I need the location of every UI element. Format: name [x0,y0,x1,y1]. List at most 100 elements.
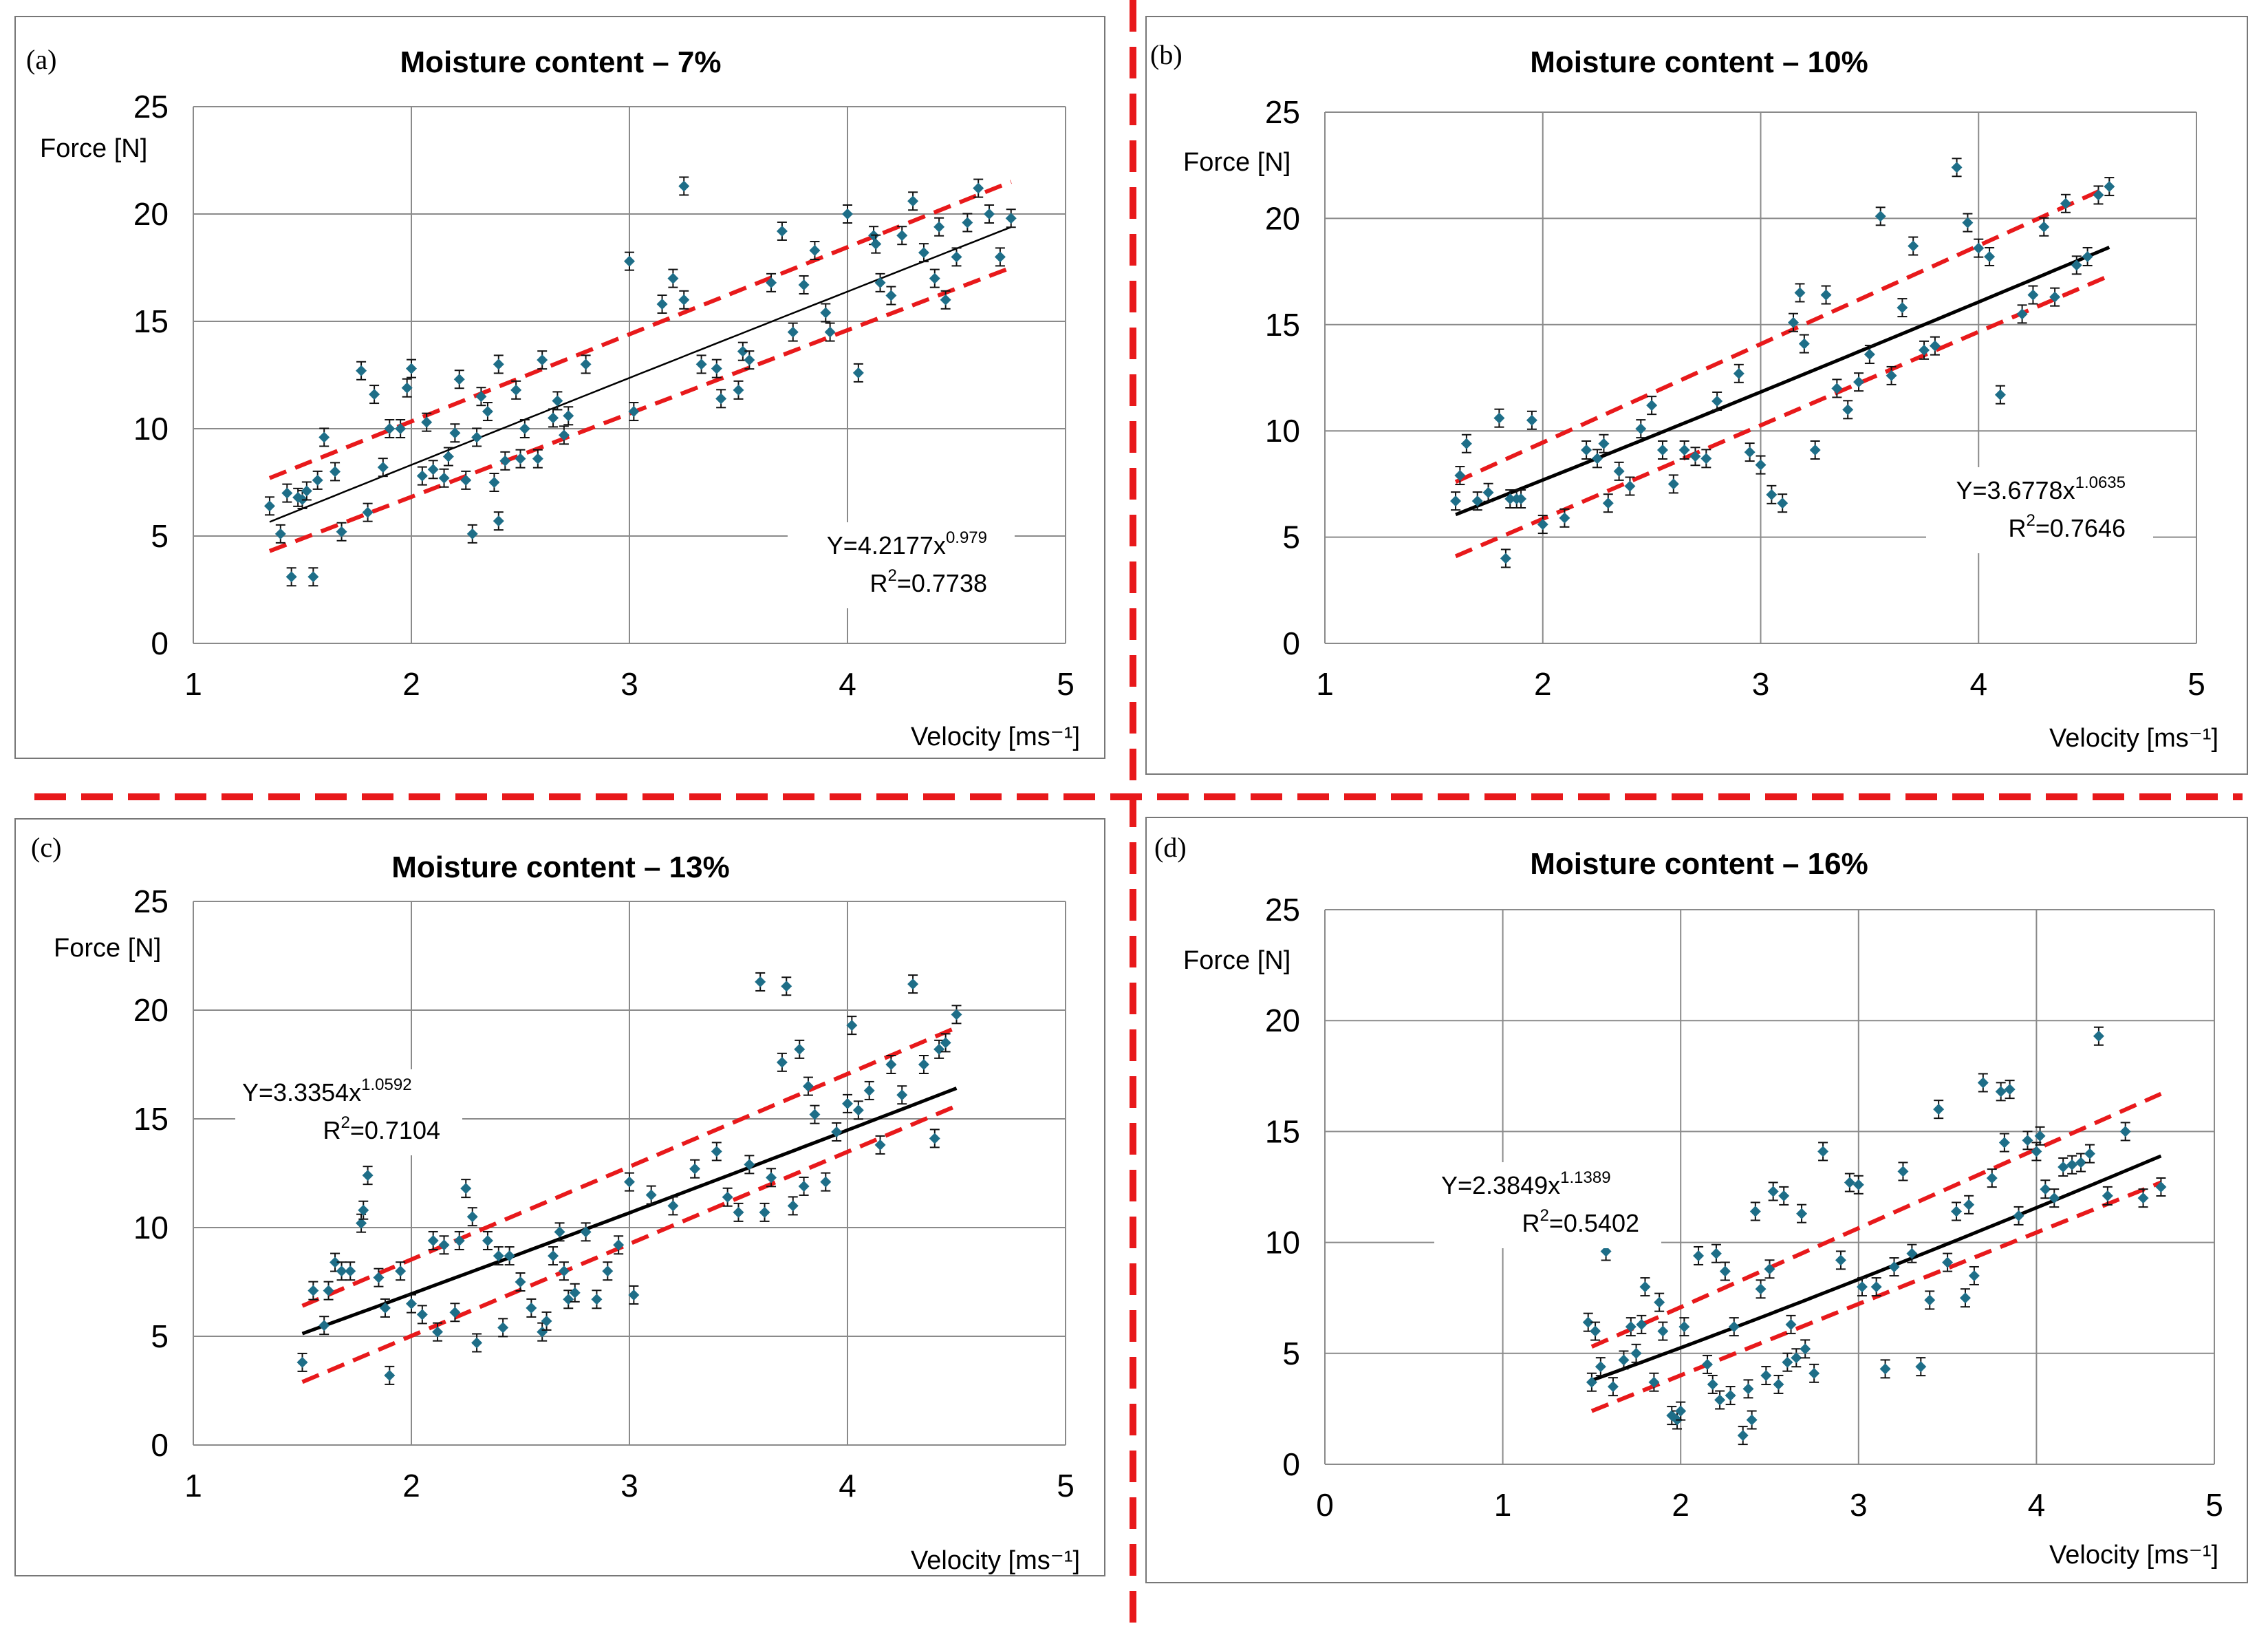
marker [1504,493,1516,505]
data-point [809,1104,821,1124]
data-point [1586,1372,1597,1392]
x-tick-label: 2 [1534,666,1552,702]
marker [493,359,504,370]
y-tick-label: 25 [1265,94,1300,130]
data-point [1962,213,1974,233]
data-point [667,268,679,288]
r-squared-symbol: R [323,1116,341,1144]
data-point [1630,1343,1642,1363]
marker [2084,1148,2095,1159]
marker [2082,250,2093,262]
data-point [678,176,690,196]
marker [356,365,367,376]
x-axis-label: Velocity [ms⁻¹] [911,723,1080,751]
data-point [301,481,312,501]
marker [809,1109,821,1120]
marker [874,1139,886,1151]
data-point [307,567,319,587]
y-tick-label: 5 [151,518,169,554]
marker [438,472,450,484]
data-point [482,1230,493,1250]
data-point [537,1322,548,1342]
data-point [1689,447,1701,467]
data-point [541,1311,552,1331]
band-upper-line [1454,184,2110,484]
data-point [624,1172,635,1192]
data-point [1844,1173,1855,1192]
trendline [269,226,1012,523]
marker [744,354,755,366]
data-point [1777,493,1789,513]
x-axis-label: Velocity [ms⁻¹] [911,1546,1080,1575]
data-point [307,1281,319,1301]
data-point [515,449,526,469]
data-point [1831,378,1843,398]
data-point [1714,1390,1726,1410]
data-point [759,1202,770,1222]
data-point [384,1365,396,1385]
equation-label: Y=2.3849x1.1389 [1441,1168,1611,1199]
equation-background [235,1069,462,1155]
marker [449,1307,461,1318]
trendline [301,1087,958,1336]
data-point [421,412,433,432]
panel-frame [1145,817,2248,1583]
data-point [591,1290,603,1309]
marker [1700,453,1712,464]
marker [515,1276,526,1287]
data-point [645,1185,657,1205]
marker [379,1302,391,1314]
marker [1777,497,1789,509]
r-squared-superscript: 2 [888,566,897,585]
data-point [1639,1277,1651,1297]
marker [1482,486,1494,498]
marker [613,1239,625,1251]
data-point [933,217,945,237]
y-tick-label: 10 [133,1210,169,1245]
data-point [896,1085,908,1105]
r-squared-label: R2=0.7646 [2009,511,2126,542]
data-point [1755,455,1767,475]
data-point [438,468,450,488]
marker [787,326,799,338]
data-point [1500,548,1511,568]
marker [1654,1296,1665,1308]
marker [1701,1358,1713,1370]
marker [442,451,454,462]
marker [307,571,319,583]
data-point [475,387,487,407]
data-point [2066,1155,2078,1175]
marker [1798,338,1810,350]
data-point [1963,1195,1975,1215]
marker [432,1326,444,1338]
marker [497,1322,509,1334]
marker [1968,1270,1980,1281]
x-tick-label: 5 [2205,1487,2223,1523]
marker [802,1080,814,1092]
data-point [1598,434,1610,453]
data-point [798,275,810,295]
marker [358,1204,369,1216]
marker [537,354,548,366]
marker [2004,1084,2016,1095]
data-point [537,350,548,370]
data-point [416,1305,428,1325]
data-point [2004,1080,2016,1100]
marker [1963,1199,1975,1210]
data-point [401,378,413,398]
marker [384,423,396,434]
band-upper-line [1590,1091,2162,1349]
data-point [852,1100,864,1120]
data-point [427,460,439,480]
marker [711,1146,722,1157]
data-point [2027,285,2039,305]
data-point [482,402,493,422]
data-point [1968,1265,1980,1285]
data-point [656,295,668,314]
marker [1707,1378,1718,1390]
data-point [863,1080,875,1100]
data-point [689,1159,701,1179]
data-point [1773,1374,1784,1394]
marker [1796,1208,1808,1219]
data-point [493,511,504,531]
